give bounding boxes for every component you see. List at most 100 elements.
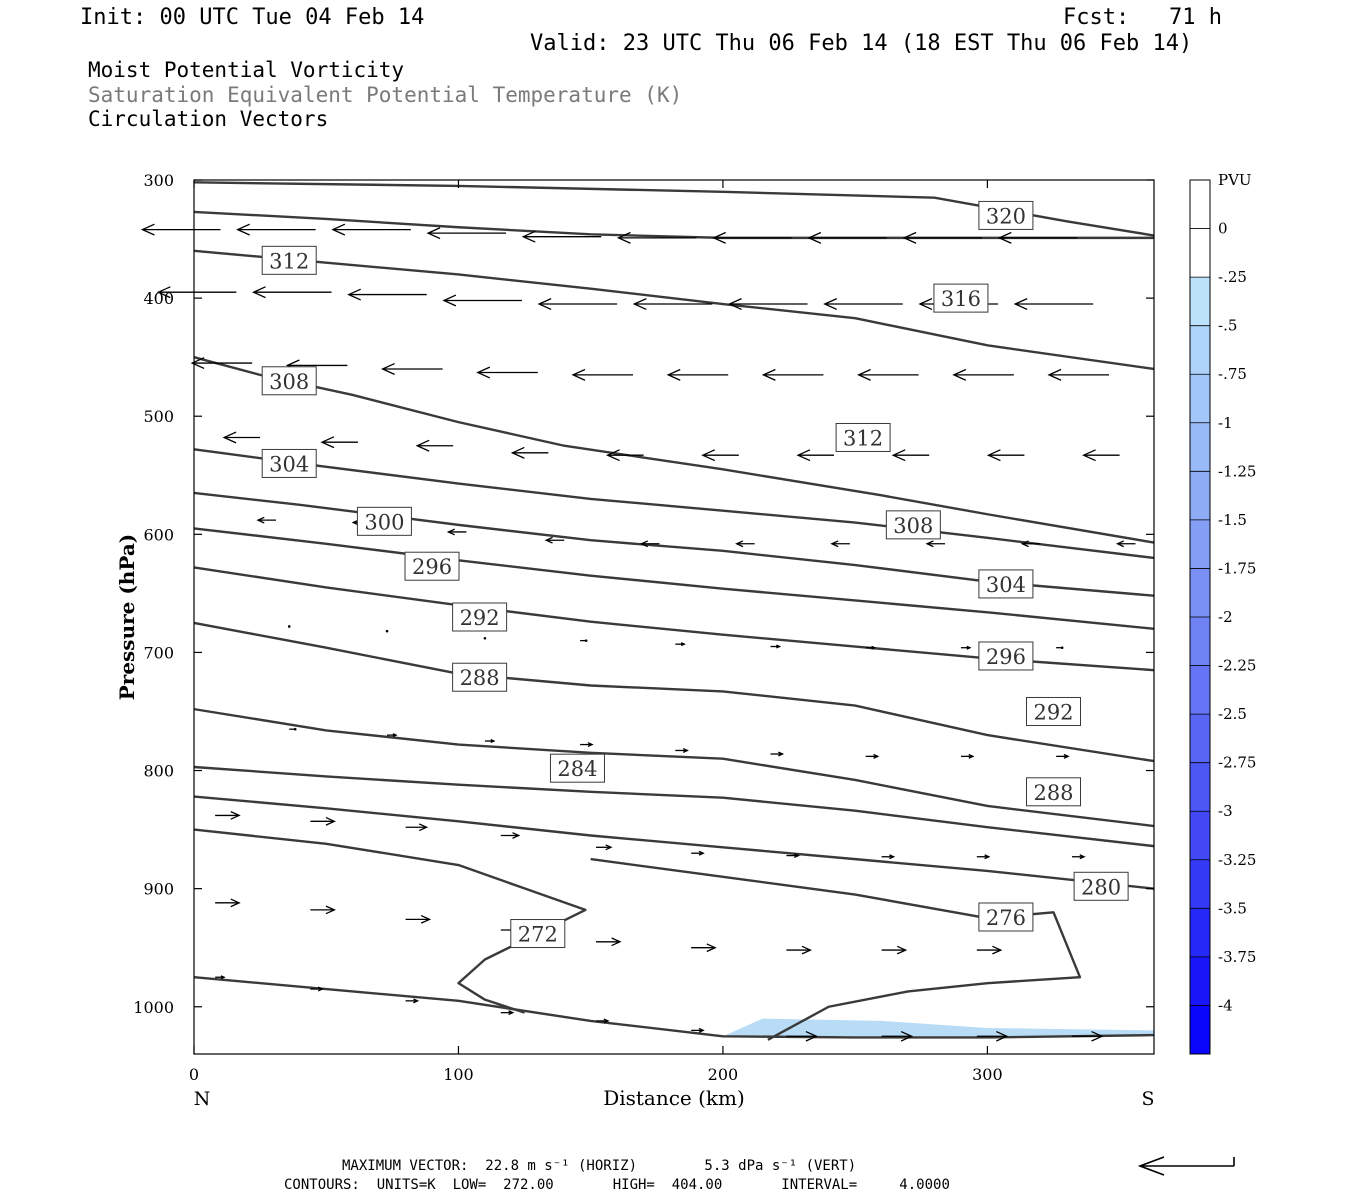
circulation-vector [442,294,522,307]
circulation-vector [236,223,316,236]
circulation-vector [537,298,618,311]
vector-dot [293,727,297,731]
vector-head [830,540,839,548]
vector-head [325,816,336,826]
colorbar-swatch [1190,325,1210,375]
circulation-vector [1082,449,1120,462]
circulation-vector [807,231,887,244]
contour-label-text: 308 [269,370,309,394]
contour-label: 276 [978,902,1034,932]
circulation-vector [675,642,686,647]
vector-head [902,231,917,244]
circulation-vector [712,231,792,244]
vector-head [413,998,420,1004]
plot-frame [193,179,1155,1055]
reference-vector [1137,1156,1235,1176]
circulation-vector [521,230,602,243]
circulation-vector [823,298,903,311]
circulation-vector [476,366,538,379]
contour-280-11 [193,795,1155,890]
contour-label: 296 [404,551,460,581]
y-tick-label: 600 [143,525,174,544]
circulation-vector [770,751,785,757]
contour-label: 272 [510,919,566,949]
circulation-vector [727,298,808,311]
contour-label-text: 292 [1033,700,1073,724]
circulation-vector [735,540,755,548]
vector-head [418,823,429,832]
contour-label: 308 [885,510,941,540]
vector-head [446,528,455,536]
circulation-vector [960,753,975,759]
circulation-vector [902,231,983,244]
contour-label-box [835,422,891,452]
circulation-vector [426,227,507,240]
contour-label-box [510,919,566,949]
vector-head [1079,854,1086,860]
vector-head [968,753,975,759]
vector-head [1063,753,1070,759]
vector-head [616,231,631,244]
vector-head [889,854,896,860]
circulation-vector [1056,646,1064,650]
circulation-vector [446,528,467,536]
circulation-vector [632,298,713,311]
circulation-vector [381,362,443,375]
contour-300-6 [193,527,1155,631]
circulation-vector [691,1027,705,1033]
vector-head [1047,368,1062,381]
circulation-vector [387,733,398,738]
vector-head [966,645,972,650]
vector-head [512,832,521,839]
circulation-vector [976,945,1003,955]
contour-276-13 [590,857,1082,1041]
vector-head [761,368,776,381]
circulation-vector [544,536,565,544]
contour-label-box [452,662,508,692]
colorbar-label: -.5 [1218,317,1237,335]
contour-label-text: 288 [1033,781,1073,805]
vector-dot [584,639,588,642]
contour-label-text: 312 [269,249,309,273]
vector-head [698,1027,705,1033]
colorbar-label: -2 [1218,608,1233,626]
vector-head [331,223,346,236]
vector-head [222,431,237,444]
circulation-vector [865,645,877,650]
colorbar-label: -3.5 [1218,899,1247,917]
contour-labels: 320 316 312 312 308 308 304 304 300 296 296 292 292 2… [261,200,1129,949]
colorbar-swatch [1190,568,1210,618]
colorbar-label: -2.75 [1218,754,1256,772]
vector-dot [385,629,389,633]
y-tick-label: 1000 [133,998,174,1017]
colorbar-swatch [1190,228,1210,278]
contour-label: 296 [978,641,1034,671]
footer-max-vector: MAXIMUM VECTOR: 22.8 m s⁻¹ (HORIZ) 5.3 d… [342,1158,857,1174]
circulation-vector [251,286,332,299]
contour-label: 284 [549,753,605,783]
circulation-vector [331,223,411,236]
contour-label-text: 308 [893,514,933,538]
contour-label-box [978,902,1034,932]
circulation-vector [595,844,613,851]
vector-head [347,288,361,301]
vector-head [900,1030,914,1042]
circulation-vector [215,975,226,980]
colorbar-swatch [1190,1005,1210,1055]
colorbar-unit: PVU [1218,171,1252,189]
vector-head [1013,298,1028,311]
circulation-vector [595,1018,610,1024]
vector-head [508,1010,515,1016]
contour-label: 288 [1026,777,1082,807]
vector-head [701,449,716,462]
vector-head [873,753,880,759]
vector-head [727,298,742,311]
vector-head [510,446,525,459]
vector-head [796,449,811,462]
circulation-vector [1072,854,1086,860]
contour-label-text: 304 [269,452,309,476]
vector-dot [483,636,487,640]
contour-label-box [1026,777,1082,807]
circulation-vector [701,449,739,462]
colorbar-swatch [1190,762,1210,812]
